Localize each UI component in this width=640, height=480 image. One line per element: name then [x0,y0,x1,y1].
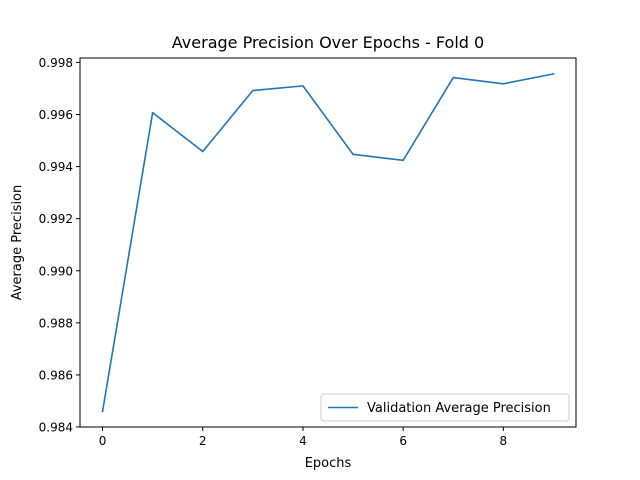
y-tick-label: 0.998 [39,56,73,70]
data-point [352,153,354,156]
x-tick-label: 0 [99,434,107,448]
x-tick-label: 4 [299,434,307,448]
x-axis-ticks: 0 2 4 6 8 [99,427,507,448]
data-point [402,159,404,162]
series-line-validation-average-precision [101,72,555,413]
x-axis-label: Epochs [305,456,352,471]
x-tick-label: 2 [199,434,207,448]
data-point [452,76,455,79]
data-point [502,82,505,85]
y-tick-label: 0.992 [39,212,73,226]
data-point [302,85,304,87]
plot-area [101,72,555,413]
legend-box [320,393,570,422]
y-tick-label: 0.994 [39,160,73,174]
data-point [101,410,104,413]
data-point [151,111,154,114]
y-axis-label: Average Precision [10,185,25,301]
y-tick-label: 0.984 [39,421,73,435]
chart-title: Average Precision Over Epochs - Fold 0 [172,33,484,52]
legend-label-validation: Validation Average Precision [367,401,551,416]
data-point [252,89,254,92]
y-tick-label: 0.990 [39,264,73,278]
x-tick-label: 6 [399,434,407,448]
data-point [201,150,204,153]
legend: Validation Average Precision [320,393,570,422]
x-tick-label: 8 [500,434,508,448]
y-tick-label: 0.988 [39,316,73,330]
data-point [552,73,555,75]
y-tick-label: 0.996 [39,108,73,122]
y-tick-label: 0.986 [39,368,73,382]
axes-frame [79,57,577,428]
y-axis-ticks: 0.984 0.986 0.988 0.990 0.992 0.994 0.996 0.998 [39,56,80,435]
